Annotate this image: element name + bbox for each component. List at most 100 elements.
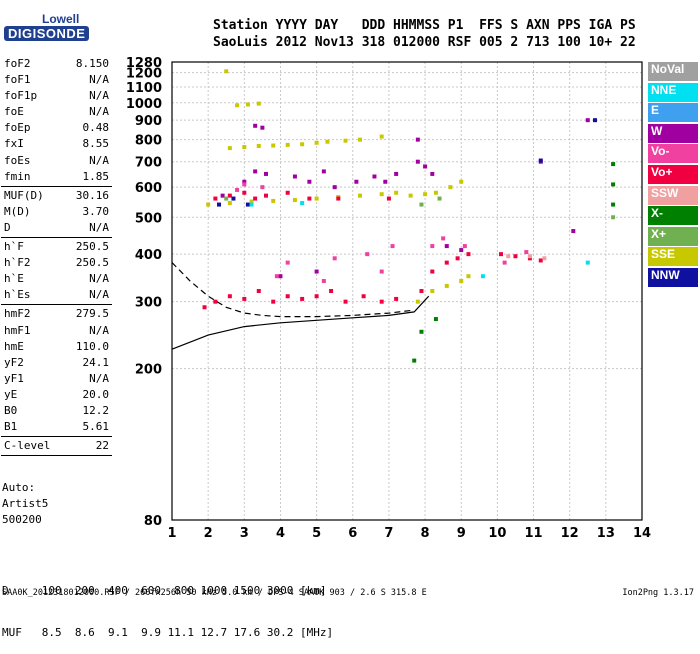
legend-entry: X+ — [648, 226, 698, 246]
param-name: D — [4, 220, 11, 234]
profile-solid-line — [171, 295, 430, 350]
trace-point-vo — [502, 260, 507, 265]
trace-point-w — [585, 118, 590, 123]
trace-point-vo — [264, 193, 268, 198]
param-name: MUF(D) — [4, 188, 44, 202]
trace-point-nnw — [538, 158, 543, 163]
param-row: MUF(D) 30.16 — [1, 188, 112, 204]
legend-entry: NNW — [648, 267, 698, 287]
param-row: C-level 22 — [1, 438, 112, 454]
y-tick-label: 900 — [135, 114, 162, 129]
param-value: 279.5 — [75, 307, 109, 321]
trace-point-sse — [423, 192, 428, 197]
param-name: foEp — [4, 121, 31, 135]
x-tick-label: 12 — [561, 526, 579, 541]
param-value: 3.70 — [82, 204, 110, 218]
param-value: 12.2 — [82, 403, 110, 417]
trace-point-x — [611, 182, 616, 187]
trace-point-w — [415, 137, 420, 142]
param-row: foF2 8.150 — [1, 56, 112, 72]
y-tick-label: 1100 — [126, 81, 162, 96]
trace-point-vo — [213, 299, 218, 304]
trace-point-vo — [499, 252, 503, 257]
x-tick-label: 3 — [240, 526, 249, 541]
trace-point-sse — [271, 143, 276, 148]
legend-entry: SSW — [648, 185, 698, 205]
trace-point-x — [412, 358, 417, 363]
trace-point-x — [611, 215, 616, 220]
x-tick-label: 9 — [457, 526, 466, 541]
trace-point-sse — [249, 199, 254, 204]
trace-point-vo — [300, 296, 305, 301]
auto-scaling-info: Auto: Artist5 500200 — [2, 480, 48, 528]
trace-point-sse — [466, 274, 471, 279]
param-name: yF2 — [4, 355, 24, 369]
trace-point-w — [253, 123, 258, 128]
trace-point-vo — [256, 289, 261, 293]
trace-point-sse — [300, 142, 305, 147]
trace-point-sse — [379, 192, 384, 197]
param-value: 250.5 — [75, 240, 109, 254]
x-tick-label: 6 — [348, 526, 357, 541]
param-value: 1.85 — [82, 169, 110, 183]
trace-point-vo — [462, 244, 467, 249]
plot-frame — [171, 61, 643, 521]
trace-point-x — [611, 202, 616, 207]
param-name: h`E — [4, 272, 24, 286]
trace-point-vo — [202, 305, 207, 310]
trace-point-sse — [314, 140, 319, 145]
file-info-footer: SAA0K_2012318012000.RSF / 260fx256h 50 k… — [2, 588, 427, 598]
param-separator — [1, 304, 112, 306]
param-separator — [1, 436, 112, 438]
trace-point-w — [430, 171, 435, 176]
trace-point-x — [419, 202, 424, 207]
trace-point-w — [415, 159, 420, 164]
trace-point-sse — [314, 196, 319, 201]
param-name: foF1 — [4, 73, 31, 87]
profile-dashed-line — [171, 262, 415, 318]
trace-point-vo — [242, 182, 247, 187]
param-value: 110.0 — [75, 339, 109, 353]
trace-point-sse — [325, 139, 330, 144]
trace-point-sse — [444, 283, 449, 288]
x-tick-label: 14 — [633, 526, 651, 541]
param-name: foE — [4, 105, 24, 119]
y-tick-label: 600 — [135, 181, 162, 196]
trace-point-sse — [256, 143, 261, 148]
param-name: hmF1 — [4, 323, 31, 337]
param-row: foF1 N/A — [1, 72, 112, 88]
param-name: yF1 — [4, 371, 24, 385]
trace-point-vo — [527, 256, 532, 261]
trace-point-nne — [249, 202, 254, 207]
y-tick-label: 80 — [144, 514, 162, 529]
param-separator — [1, 185, 112, 187]
param-name: foF1p — [4, 89, 38, 103]
param-value: N/A — [89, 73, 109, 87]
trace-point-sse — [459, 179, 464, 184]
chart-profile-lines — [171, 262, 430, 350]
trace-point-sse — [292, 198, 297, 203]
trace-point-vo — [513, 254, 518, 259]
param-name: B1 — [4, 420, 18, 434]
trace-point-w — [444, 244, 449, 249]
param-value: N/A — [89, 272, 109, 286]
trace-point-sse — [285, 142, 290, 147]
trace-point-w — [321, 169, 326, 174]
y-tick-label: 1000 — [126, 97, 162, 112]
param-separator — [1, 237, 112, 239]
trace-point-vo — [336, 196, 341, 201]
trace-point-nnw — [231, 196, 236, 201]
param-row: h`F2 250.5 — [1, 255, 112, 271]
trace-point-vo — [227, 193, 232, 198]
direction-legend: NoVal NNE E W Vo- Vo+ SSW X- X+ SSE NNW — [648, 62, 698, 289]
legend-entry: NoVal — [648, 62, 698, 81]
param-name: h`F — [4, 240, 24, 254]
param-name: hmE — [4, 339, 24, 353]
param-value: N/A — [89, 323, 109, 337]
legend-entry: Vo+ — [648, 164, 698, 184]
trace-point-w — [423, 164, 428, 169]
param-row: B1 5.61 — [1, 419, 112, 435]
trace-point-sse — [433, 190, 438, 195]
param-value: 22 — [95, 439, 109, 453]
y-tick-label: 400 — [135, 248, 162, 263]
